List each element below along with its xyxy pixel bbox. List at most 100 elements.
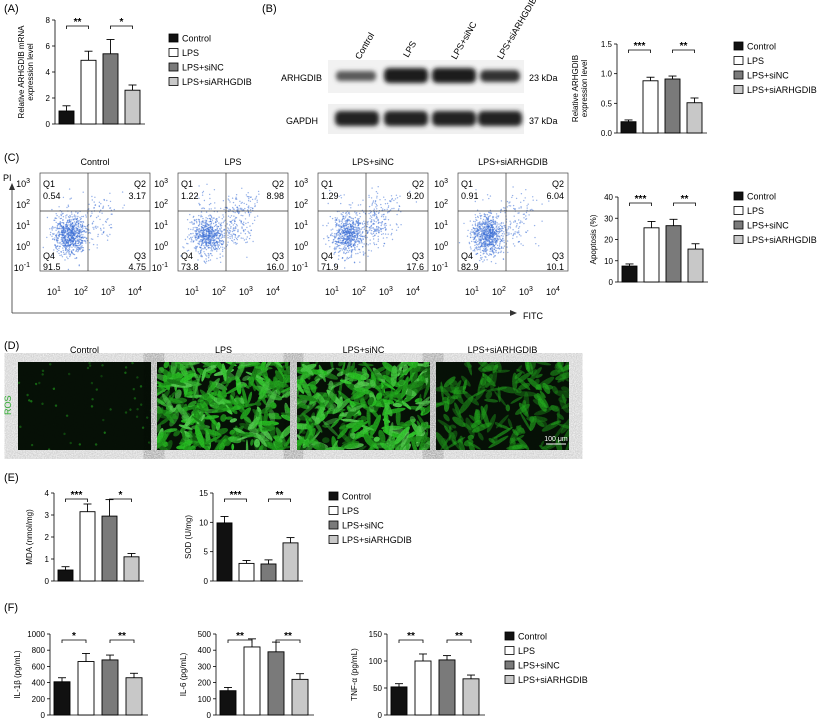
bar xyxy=(238,562,255,582)
y-tick-label: 0 xyxy=(45,577,50,586)
legend-swatch xyxy=(733,206,744,215)
quadrant-value: 0.91 xyxy=(461,191,479,201)
scale-bar-label: 100 μm xyxy=(544,436,568,443)
flow-y-tick: 103 xyxy=(434,178,448,189)
y-tick-label: 200 xyxy=(32,695,46,704)
y-tick-label: 400 xyxy=(32,679,46,688)
bar xyxy=(643,227,660,283)
significance-label: ** xyxy=(276,490,284,501)
legend: Control LPS LPS+siNC LPS+siARHGDIB xyxy=(504,632,588,685)
bar xyxy=(642,80,659,134)
flow-x-tick: 101 xyxy=(325,286,339,297)
panel-label-a: (A) xyxy=(4,3,19,15)
bar xyxy=(125,677,143,716)
legend-swatch xyxy=(504,675,515,684)
flow-x-axis-label: FITC xyxy=(523,311,543,321)
bar xyxy=(686,102,703,134)
significance-label: ** xyxy=(680,41,688,52)
blot-band xyxy=(480,70,520,82)
legend-swatch xyxy=(504,646,515,655)
y-tick-label: 8 xyxy=(46,16,51,25)
panel-label-b: (B) xyxy=(262,3,277,15)
flow-x-tick: 101 xyxy=(185,286,199,297)
quadrant-name: Q4 xyxy=(461,251,473,261)
legend-label: LPS+siARHGDIB xyxy=(747,235,817,245)
significance-label: ** xyxy=(118,631,126,642)
bar xyxy=(390,686,408,716)
quadrant-value: 8.98 xyxy=(266,191,284,201)
legend-swatch xyxy=(733,85,744,94)
flow-y-tick: 10-1 xyxy=(14,262,30,273)
quadrant-name: Q4 xyxy=(43,251,55,261)
quadrant-name: Q3 xyxy=(412,251,424,261)
ros-image-grain xyxy=(297,362,430,450)
legend-swatch xyxy=(733,70,744,80)
blot-bands-gapdh xyxy=(335,111,522,126)
legend-label: LPS+siNC xyxy=(747,71,789,81)
flow-x-arrow-head xyxy=(510,310,517,316)
y-tick-label: 400 xyxy=(198,646,212,655)
flow-plot-frame xyxy=(39,172,151,272)
flow-y-tick: 10-1 xyxy=(152,262,168,273)
significance-bracket xyxy=(673,202,696,206)
y-tick-label: 0.0 xyxy=(601,129,613,138)
bar-chart: 0 100 200 300 400 500 IL-6 (pg/mL) ** ** xyxy=(179,630,314,720)
flow-y-tick: 103 xyxy=(294,178,308,189)
bar xyxy=(58,110,75,125)
quadrant-value: 71.9 xyxy=(321,262,339,272)
y-tick-label: 50 xyxy=(373,684,382,693)
quadrant-name: Q3 xyxy=(552,251,564,261)
bar xyxy=(79,511,96,582)
legend-label: LPS xyxy=(747,206,764,216)
significance-bracket xyxy=(65,498,88,502)
quadrant-value: 1.22 xyxy=(181,191,199,201)
quadrant-name: Q1 xyxy=(321,179,333,189)
bar-charts: 0 2 4 6 8 Relative ARHGDIB mRNAexpression lev… xyxy=(13,16,708,720)
bar xyxy=(219,690,237,716)
significance-label: * xyxy=(72,631,76,642)
y-axis-label: Relative ARHGDIB mRNAexpression level xyxy=(17,25,35,119)
bar xyxy=(101,515,118,582)
legend-swatch xyxy=(168,62,179,72)
flow-y-tick: 101 xyxy=(434,220,448,231)
flow-plot-title: LPS xyxy=(224,157,241,167)
flow-y-tick: 103 xyxy=(154,178,168,189)
flow-y-tick: 102 xyxy=(434,199,448,210)
flow-y-axis-label: PI xyxy=(3,173,12,183)
panel-label-e: (E) xyxy=(4,472,19,484)
y-tick-label: 500 xyxy=(198,630,212,639)
quadrant-name: Q2 xyxy=(134,179,146,189)
legend-swatch xyxy=(328,520,339,530)
bar xyxy=(664,78,681,134)
flow-y-tick: 101 xyxy=(294,220,308,231)
legend-label: Control xyxy=(342,492,371,502)
ros-label: ROS xyxy=(3,395,13,415)
significance-label: *** xyxy=(230,490,242,501)
y-tick-label: 10 xyxy=(199,518,208,527)
legends: Control LPS LPS+siNC LPS+siARHGDIB Control LP… xyxy=(168,34,817,685)
legend-label: LPS xyxy=(182,48,199,58)
y-tick-label: 0 xyxy=(204,577,209,586)
legend-label: LPS xyxy=(747,56,764,66)
y-tick-label: 3 xyxy=(45,511,50,520)
bar xyxy=(291,678,309,716)
ros-image-title: LPS+siNC xyxy=(343,345,385,355)
legend: Control LPS LPS+siNC LPS+siARHGDIB xyxy=(328,492,412,545)
quadrant-name: Q3 xyxy=(272,251,284,261)
y-tick-label: 20 xyxy=(604,236,613,245)
y-tick-label: 40 xyxy=(604,193,613,202)
flow-x-tick: 103 xyxy=(519,286,533,297)
ros-image: LPS+siNC xyxy=(297,345,430,450)
flow-x-tick: 104 xyxy=(266,286,280,297)
bar xyxy=(57,569,74,582)
y-tick-label: 30 xyxy=(604,214,613,223)
flow-x-tick: 103 xyxy=(101,286,115,297)
flow-x-tick: 102 xyxy=(492,286,506,297)
blot-protein-label: GAPDH xyxy=(286,116,318,126)
quadrant-value: 17.6 xyxy=(406,262,424,272)
significance-bracket xyxy=(628,49,651,53)
bar-chart: 0 2 4 6 8 Relative ARHGDIB mRNAexpression lev… xyxy=(17,16,145,129)
flow-y-tick: 103 xyxy=(16,178,30,189)
